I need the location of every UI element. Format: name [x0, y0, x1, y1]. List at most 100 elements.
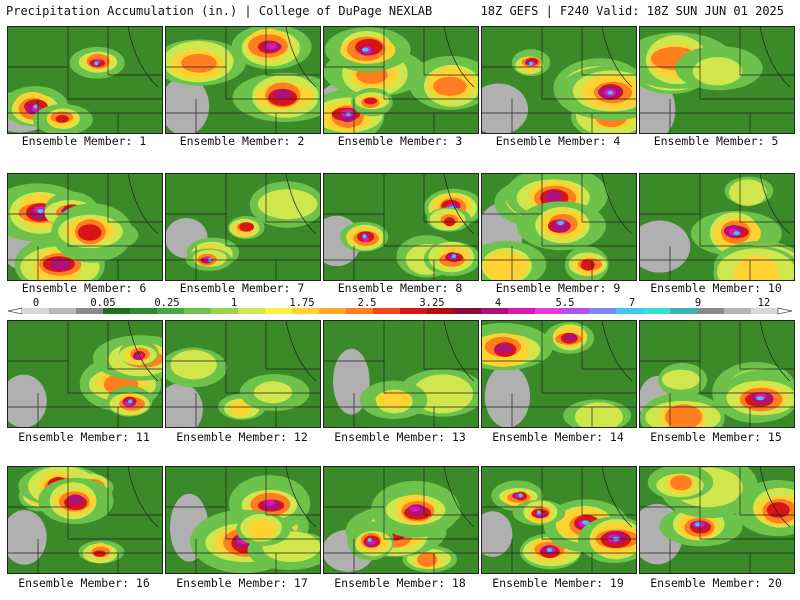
- colorbar-tick-label: 9: [695, 297, 701, 309]
- ensemble-member-label: Ensemble Member: 18: [334, 576, 466, 590]
- ensemble-member-label: Ensemble Member: 12: [176, 430, 308, 444]
- colorbar-swatch: [454, 308, 482, 314]
- colorbar-swatch: [130, 308, 158, 314]
- colorbar-swatch: [562, 308, 590, 314]
- ensemble-member-map: [639, 320, 795, 428]
- colorbar-swatch: [238, 308, 266, 314]
- ensemble-member-map: [165, 466, 321, 574]
- ensemble-member-label: Ensemble Member: 19: [492, 576, 624, 590]
- ensemble-member-label: Ensemble Member: 3: [337, 134, 463, 148]
- precipitation-field: [640, 467, 794, 573]
- colorbar-swatch: [157, 308, 185, 314]
- precipitation-field: [482, 27, 636, 133]
- colorbar-swatch: [697, 308, 725, 314]
- colorbar-swatch: [589, 308, 617, 314]
- precipitation-field: [640, 27, 794, 133]
- ensemble-member-map: [323, 26, 479, 134]
- ensemble-member-map: [323, 320, 479, 428]
- colorbar-swatch: [427, 308, 455, 314]
- ensemble-member-label: Ensemble Member: 11: [18, 430, 150, 444]
- colorbar-swatch: [211, 308, 239, 314]
- colorbar-max-arrow: [777, 307, 793, 315]
- precipitation-field: [8, 174, 162, 280]
- ensemble-member-label: Ensemble Member: 7: [179, 281, 305, 295]
- colorbar-swatch: [265, 308, 293, 314]
- ensemble-member-label: Ensemble Member: 16: [18, 576, 150, 590]
- precipitation-field: [324, 27, 478, 133]
- ensemble-member-map: [7, 320, 163, 428]
- ensemble-member-map: [7, 466, 163, 574]
- colorbar-swatch: [481, 308, 509, 314]
- ensemble-member-map: [7, 173, 163, 281]
- ensemble-member-map: [481, 26, 637, 134]
- ensemble-member-label: Ensemble Member: 6: [21, 281, 147, 295]
- colorbar-swatch: [346, 308, 374, 314]
- colorbar-tick-label: 0.05: [90, 297, 115, 309]
- colorbar-swatch: [400, 308, 428, 314]
- precipitation-field: [482, 321, 636, 427]
- colorbar-swatch: [319, 308, 347, 314]
- colorbar-swatch: [373, 308, 401, 314]
- colorbar-swatch: [76, 308, 104, 314]
- precipitation-field: [640, 321, 794, 427]
- colorbar-tick-label: 5.5: [556, 297, 575, 309]
- ensemble-member-label: Ensemble Member: 9: [495, 281, 621, 295]
- precipitation-field: [8, 321, 162, 427]
- precipitation-field: [640, 174, 794, 280]
- model-valid-time: 18Z GEFS | F240 Valid: 18Z SUN JUN 01 20…: [480, 4, 784, 18]
- ensemble-member-label: Ensemble Member: 10: [650, 281, 782, 295]
- precipitation-field: [324, 321, 478, 427]
- ensemble-member-label: Ensemble Member: 4: [495, 134, 621, 148]
- ensemble-member-label: Ensemble Member: 20: [650, 576, 782, 590]
- ensemble-member-label: Ensemble Member: 1: [21, 134, 147, 148]
- precipitation-colorbar: 0 0.05 0.25 1 1.75 2.5 3.25 4 5.5 7 9 12: [7, 297, 793, 315]
- ensemble-member-label: Ensemble Member: 13: [334, 430, 466, 444]
- colorbar-tick-label: 1: [231, 297, 237, 309]
- ensemble-member-label: Ensemble Member: 5: [653, 134, 779, 148]
- colorbar-tick-label: 2.5: [358, 297, 377, 309]
- ensemble-member-label: Ensemble Member: 8: [337, 281, 463, 295]
- colorbar-tick-label: 7: [629, 297, 635, 309]
- colorbar-swatch: [643, 308, 671, 314]
- ensemble-member-label: Ensemble Member: 17: [176, 576, 308, 590]
- colorbar-tick-label: 0: [33, 297, 39, 309]
- ensemble-member-map: [481, 320, 637, 428]
- colorbar-tick-label: 0.25: [154, 297, 179, 309]
- colorbar-swatch: [184, 308, 212, 314]
- colorbar-swatch: [616, 308, 644, 314]
- ensemble-member-map: [165, 320, 321, 428]
- colorbar-swatch: [508, 308, 536, 314]
- ensemble-member-label: Ensemble Member: 15: [650, 430, 782, 444]
- colorbar-tick-label: 3.25: [419, 297, 444, 309]
- precipitation-field: [166, 27, 320, 133]
- colorbar-swatch: [724, 308, 752, 314]
- colorbar-swatch: [535, 308, 563, 314]
- map-title: Precipitation Accumulation (in.) | Colle…: [6, 4, 433, 18]
- ensemble-member-map: [639, 466, 795, 574]
- ensemble-member-map: [323, 466, 479, 574]
- ensemble-member-label: Ensemble Member: 14: [492, 430, 624, 444]
- precipitation-field: [8, 467, 162, 573]
- colorbar-swatch: [670, 308, 698, 314]
- ensemble-member-map: [481, 466, 637, 574]
- precipitation-field: [166, 174, 320, 280]
- ensemble-member-map: [639, 173, 795, 281]
- precipitation-field: [324, 467, 478, 573]
- colorbar-swatch: [49, 308, 77, 314]
- colorbar-swatch: [751, 308, 779, 314]
- colorbar-swatch: [22, 308, 50, 314]
- colorbar-min-arrow: [7, 307, 23, 315]
- ensemble-member-map: [639, 26, 795, 134]
- ensemble-member-map: [165, 173, 321, 281]
- precipitation-field: [482, 174, 636, 280]
- colorbar-swatch: [103, 308, 131, 314]
- ensemble-member-map: [481, 173, 637, 281]
- precipitation-field: [166, 467, 320, 573]
- colorbar-tick-label: 1.75: [289, 297, 314, 309]
- precipitation-field: [482, 467, 636, 573]
- precipitation-field: [324, 174, 478, 280]
- ensemble-member-map: [7, 26, 163, 134]
- colorbar-tick-label: 4: [495, 297, 501, 309]
- ensemble-member-map: [323, 173, 479, 281]
- colorbar-swatch: [292, 308, 320, 314]
